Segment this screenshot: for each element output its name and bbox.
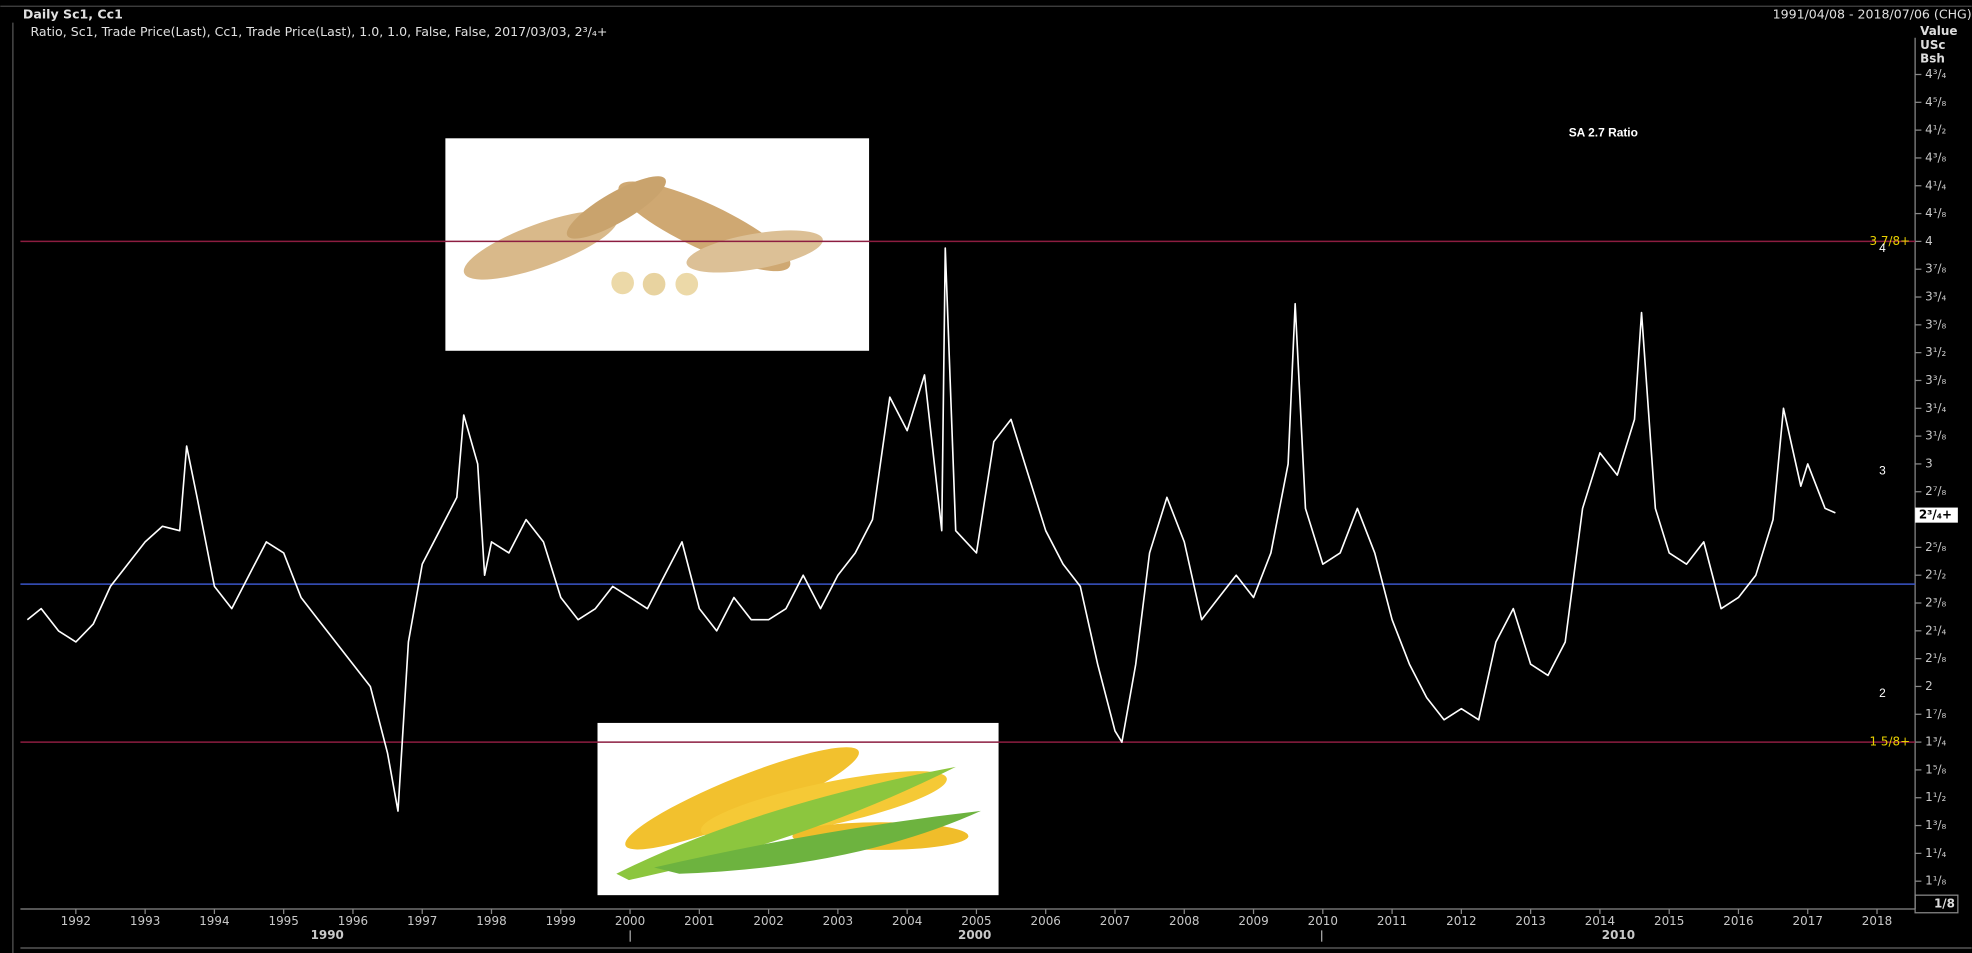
x-tick-label: 1999 bbox=[546, 914, 576, 928]
x-tick-label: 1994 bbox=[199, 914, 229, 928]
y-tick-label: 4¹/₄ bbox=[1925, 178, 1946, 192]
x-tick-label: 2011 bbox=[1377, 914, 1407, 928]
date-range: 1991/04/08 - 2018/07/06 (CHG) bbox=[1773, 7, 1972, 22]
y-tick-label: 4³/₈ bbox=[1925, 150, 1946, 164]
reference-tag: 3 7/8+ bbox=[1869, 234, 1910, 248]
x-tick-label: 1992 bbox=[61, 914, 91, 928]
x-tick-label: 2009 bbox=[1238, 914, 1268, 928]
annotation: SA 2.7 Ratio bbox=[1569, 125, 1638, 139]
y-tick-label: 1³/₈ bbox=[1925, 818, 1946, 832]
x-tick-label: 1993 bbox=[130, 914, 160, 928]
x-tick-label: 2005 bbox=[961, 914, 991, 928]
y-increment: 1/8 bbox=[1934, 896, 1955, 910]
y-tick-label: 2³/₈ bbox=[1925, 596, 1946, 610]
y-tick-label: 2¹/₂ bbox=[1925, 568, 1946, 582]
x-tick-label: 2001 bbox=[684, 914, 714, 928]
subtitle: Ratio, Sc1, Trade Price(Last), Cc1, Trad… bbox=[30, 24, 607, 39]
y-tick-label: 2¹/₄ bbox=[1925, 623, 1946, 637]
x-tick-label: 2014 bbox=[1585, 914, 1615, 928]
x-tick-label: 1995 bbox=[268, 914, 298, 928]
y-increment-box bbox=[1914, 894, 1959, 914]
x-tick-label: 2012 bbox=[1446, 914, 1476, 928]
y-tick-label: 2⁷/₈ bbox=[1925, 484, 1946, 498]
x-tick-label: 2013 bbox=[1515, 914, 1545, 928]
y-tick-label: 1⁵/₈ bbox=[1925, 762, 1946, 776]
x-tick-label: 1998 bbox=[476, 914, 506, 928]
y-tick-label: 3 bbox=[1925, 456, 1933, 470]
reference-tag: 1 5/8+ bbox=[1869, 735, 1910, 749]
y-tick-label: 2¹/₈ bbox=[1925, 651, 1946, 665]
x-tick-label: 2007 bbox=[1100, 914, 1130, 928]
annotation: 4 bbox=[1879, 241, 1886, 255]
y-tick-label: 1¹/₈ bbox=[1925, 874, 1946, 888]
y-tick-label: 3¹/₈ bbox=[1925, 429, 1946, 443]
x-tick-label: 2006 bbox=[1031, 914, 1061, 928]
y-axis-title: Value bbox=[1920, 24, 1957, 38]
x-tick-label: 2010 bbox=[1308, 914, 1338, 928]
y-tick-label: 3⁵/₈ bbox=[1925, 317, 1946, 331]
y-tick-label: 1³/₄ bbox=[1925, 735, 1946, 749]
x-tick-label: 1996 bbox=[338, 914, 368, 928]
y-tick-label: 3³/₄ bbox=[1925, 290, 1946, 304]
x-tick-label: 2008 bbox=[1169, 914, 1199, 928]
annotation: 2 bbox=[1879, 686, 1886, 700]
soybean-image bbox=[445, 138, 870, 351]
chart-title: Daily Sc1, Cc1 bbox=[23, 7, 123, 22]
y-tick-label: 3³/₈ bbox=[1925, 373, 1946, 387]
y-tick-label: 4³/₄ bbox=[1925, 67, 1946, 81]
x-tick-label: 2018 bbox=[1862, 914, 1892, 928]
annotation: 3 bbox=[1879, 464, 1886, 478]
y-axis-title: Bsh bbox=[1920, 52, 1945, 66]
y-tick-label: 2⁵/₈ bbox=[1925, 540, 1946, 554]
y-axis-title: USc bbox=[1920, 38, 1945, 52]
x-group-label: 2000 bbox=[958, 928, 991, 942]
x-tick-label: 2000 bbox=[615, 914, 645, 928]
last-value-box bbox=[1915, 507, 1958, 523]
y-tick-label: 4⁵/₈ bbox=[1925, 95, 1946, 109]
y-tick-label: 3¹/₂ bbox=[1925, 345, 1946, 359]
x-tick-label: 2017 bbox=[1793, 914, 1823, 928]
x-tick-label: 2016 bbox=[1723, 914, 1753, 928]
y-tick-label: 1⁷/₈ bbox=[1925, 707, 1946, 721]
y-tick-label: 4 bbox=[1925, 234, 1933, 248]
x-group-label: 1990 bbox=[311, 928, 344, 942]
y-tick-label: 4¹/₈ bbox=[1925, 206, 1946, 220]
corn-image bbox=[597, 722, 999, 896]
ratio-line bbox=[26, 247, 1836, 812]
x-tick-label: 2003 bbox=[823, 914, 853, 928]
y-tick-label: 1¹/₄ bbox=[1925, 846, 1946, 860]
y-tick-label: 4¹/₂ bbox=[1925, 123, 1946, 137]
x-tick-label: 2002 bbox=[753, 914, 783, 928]
y-tick-label: 2 bbox=[1925, 679, 1933, 693]
x-tick-label: 1997 bbox=[407, 914, 437, 928]
x-tick-label: 2015 bbox=[1654, 914, 1684, 928]
x-group-label: 2010 bbox=[1602, 928, 1635, 942]
y-tick-label: 1¹/₂ bbox=[1925, 790, 1946, 804]
y-tick-label: 3⁷/₈ bbox=[1925, 262, 1946, 276]
x-tick-label: 2004 bbox=[892, 914, 922, 928]
last-value-label: 2³/₄+ bbox=[1919, 508, 1952, 522]
y-tick-label: 3¹/₄ bbox=[1925, 401, 1946, 415]
